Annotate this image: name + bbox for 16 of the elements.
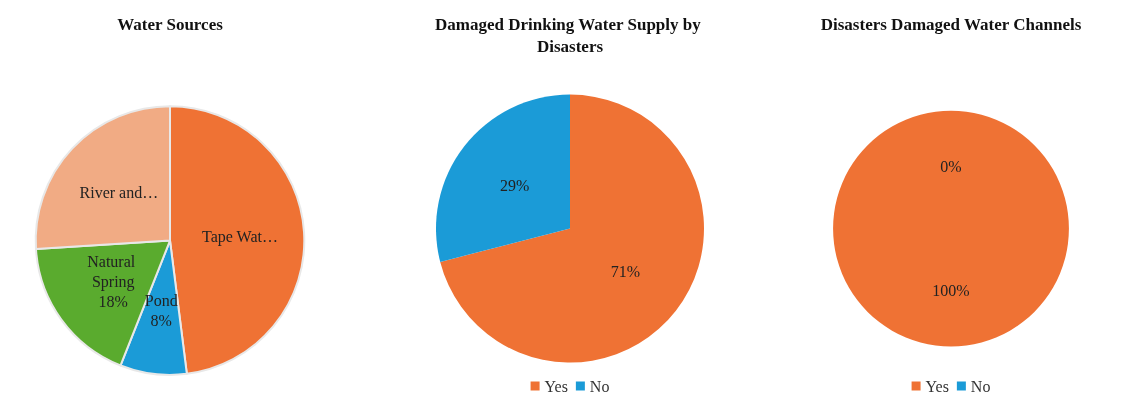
data-label: 29% — [500, 177, 530, 195]
legend-label: Yes — [544, 377, 568, 395]
chart-title: Damaged Drinking Water Supply by Disasters — [434, 14, 706, 56]
data-label: 71% — [610, 262, 640, 280]
legend-label: Yes — [925, 377, 949, 395]
data-label: 18% — [98, 293, 128, 311]
slice-label: Tape Wat… — [202, 227, 278, 246]
data-label: 8% — [150, 311, 172, 329]
chart-title: Disasters Damaged Water Channels — [820, 14, 1082, 34]
data-label: 100% — [932, 282, 970, 300]
chart-title: Water Sources — [117, 14, 224, 34]
slice-label: Natural Spring — [87, 253, 140, 292]
text: 0% — [940, 158, 962, 176]
legend-label: No — [970, 377, 991, 395]
slice-label: River and… — [79, 184, 159, 202]
legend-label: No — [589, 377, 610, 395]
